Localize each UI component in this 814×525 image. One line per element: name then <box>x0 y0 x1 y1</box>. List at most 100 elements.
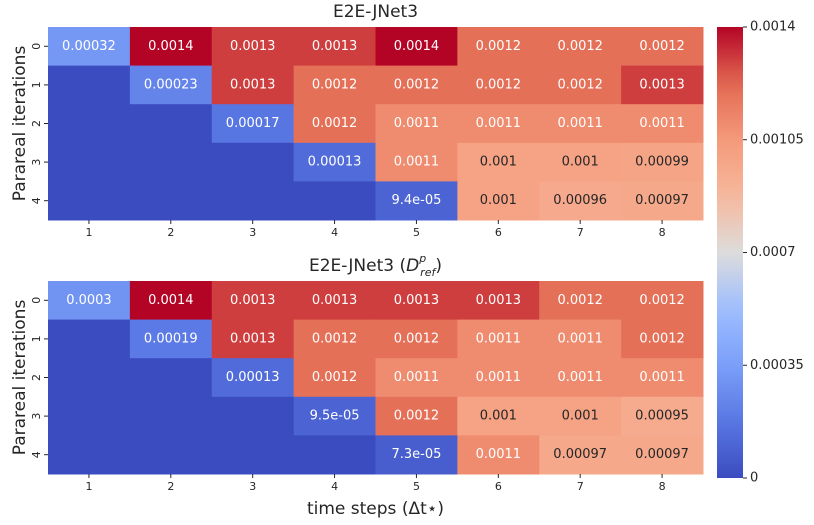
heatmap-cell <box>129 435 213 475</box>
heatmap-cell <box>211 181 295 221</box>
x-tick-label: 1 <box>85 480 92 493</box>
cell-label: 0.00013 <box>308 155 362 170</box>
heatmap-cell <box>375 319 458 359</box>
cell-label: 0.0011 <box>394 370 440 385</box>
heatmap-cell <box>375 65 458 105</box>
x-tick-label: 7 <box>577 480 584 493</box>
cell-label: 0.0012 <box>312 116 358 131</box>
heatmap-cell <box>129 396 213 436</box>
title-sup: p <box>418 252 426 265</box>
heatmap-cell <box>129 142 213 182</box>
y-tick-label: 1 <box>30 335 43 342</box>
colorbar-tick-label: 0.00035 <box>750 358 804 373</box>
cell-label: 0.0012 <box>312 331 358 346</box>
heatmap-cell <box>293 104 376 144</box>
y-tick-label: 4 <box>30 197 43 204</box>
y-tick-label: 3 <box>30 159 43 166</box>
cell-label: 0.00096 <box>553 193 607 208</box>
cell-label: 0.00032 <box>62 39 116 54</box>
heatmap-cell <box>48 27 131 67</box>
heatmap-cell <box>293 319 376 359</box>
cell-label: 0.0012 <box>639 331 685 346</box>
heatmap-cell <box>129 27 213 67</box>
cell-label: 0.0013 <box>312 293 358 308</box>
y-tick-label: 0 <box>30 297 43 304</box>
heatmap-cell <box>457 181 540 221</box>
cell-label: 0.001 <box>562 155 599 170</box>
heatmap-cell <box>211 142 295 182</box>
cell-label: 0.0012 <box>639 39 685 54</box>
x-tick-label: 5 <box>413 226 420 239</box>
title-sub: ref <box>420 266 437 279</box>
cell-label: 0.0013 <box>230 331 276 346</box>
heatmap-cell <box>129 181 213 221</box>
heatmap-cell <box>457 396 540 436</box>
heatmap-cell <box>211 319 295 359</box>
x-tick-label: 3 <box>249 480 256 493</box>
title-close: ) <box>435 256 442 276</box>
cell-label: 0.0014 <box>148 293 194 308</box>
heatmap-cell <box>48 281 131 321</box>
heatmap-cell <box>375 27 458 67</box>
heatmap-cell <box>621 104 704 144</box>
heatmap-cell <box>621 396 704 436</box>
heatmap-cell <box>293 358 376 398</box>
cell-label: 0.0012 <box>312 77 358 92</box>
heatmap-cell <box>621 358 704 398</box>
cell-label: 0.0013 <box>394 293 440 308</box>
heatmap-cell <box>293 65 376 105</box>
heatmap-cell <box>211 281 295 321</box>
cell-label: 0.00099 <box>635 155 689 170</box>
colorbar-tick-label: 0.0007 <box>750 245 796 260</box>
heatmap-cell <box>48 142 131 182</box>
cell-label: 0.0003 <box>66 293 112 308</box>
cell-label: 0.0013 <box>639 77 685 92</box>
heatmap-cell <box>375 435 458 475</box>
heatmap-cell <box>129 358 213 398</box>
heatmap-cell <box>375 181 458 221</box>
cell-label: 0.001 <box>480 409 517 424</box>
x-tick-label: 1 <box>85 226 92 239</box>
cell-label: 0.0011 <box>557 370 603 385</box>
title-math: D <box>406 256 419 276</box>
cell-label: 0.0013 <box>312 39 358 54</box>
heatmap-cell <box>129 65 213 105</box>
heatmap-cell <box>539 319 622 359</box>
chart-title: E2E-JNet3 (Dp ref) <box>309 252 442 279</box>
heatmap-cell <box>293 181 376 221</box>
x-tick-label: 7 <box>577 226 584 239</box>
heatmap-cell <box>293 396 376 436</box>
heatmap-cell <box>375 396 458 436</box>
heatmap-cell <box>375 358 458 398</box>
chart-title: E2E-JNet3 <box>333 2 418 22</box>
cell-label: 9.5e-05 <box>310 409 360 424</box>
heatmap-cell <box>211 435 295 475</box>
cell-label: 0.0012 <box>639 293 685 308</box>
y-tick-label: 1 <box>30 81 43 88</box>
cell-label: 0.0012 <box>557 77 603 92</box>
y-axis-label: Parareal iterations <box>10 300 30 456</box>
heatmap-cell <box>48 181 131 221</box>
cell-label: 0.0013 <box>230 39 276 54</box>
heatmap-cell <box>129 104 213 144</box>
heatmap-cell <box>375 104 458 144</box>
cell-label: 0.0013 <box>230 293 276 308</box>
y-tick-label: 0 <box>30 43 43 50</box>
colorbar <box>717 27 743 478</box>
cell-label: 0.0011 <box>557 331 603 346</box>
heatmap-cell <box>457 104 540 144</box>
heatmap-cell <box>211 358 295 398</box>
x-tick-label: 4 <box>331 480 338 493</box>
cell-label: 0.00097 <box>635 447 689 462</box>
heatmap-cell <box>539 104 622 144</box>
heatmap-cell <box>375 281 458 321</box>
cell-label: 0.00097 <box>553 447 607 462</box>
x-tick-label: 8 <box>659 480 666 493</box>
x-tick-label: 2 <box>167 480 174 493</box>
cell-label: 0.001 <box>480 193 517 208</box>
heatmap-cell <box>48 104 131 144</box>
heatmap-cell <box>129 319 213 359</box>
heatmap-cell <box>539 358 622 398</box>
heatmap-cell <box>457 281 540 321</box>
